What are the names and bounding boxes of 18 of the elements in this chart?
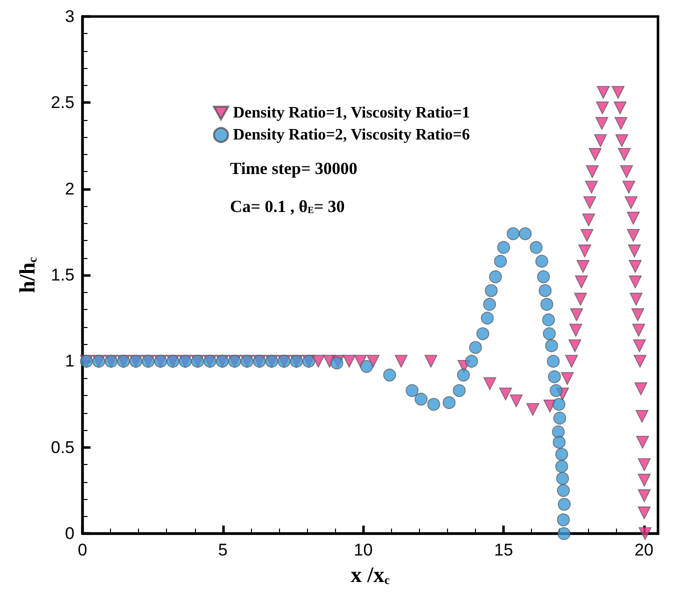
y-tick-label: 2.5 <box>50 93 74 112</box>
annotation: Time step= 30000 <box>230 159 358 178</box>
y-axis-title: h/hc <box>14 256 40 294</box>
y-tick-label: 1.5 <box>50 266 74 285</box>
x-axis-title: x /xc <box>350 562 390 587</box>
x-tick-label: 15 <box>494 540 514 560</box>
legend-label: Density Ratio=1, Viscosity Ratio=1 <box>233 104 470 122</box>
x-tick-label: 20 <box>634 540 654 560</box>
x-tick-label: 0 <box>78 540 88 560</box>
x-tick-label: 5 <box>218 540 228 560</box>
y-tick-label: 3 <box>65 7 74 26</box>
y-tick-label: 0.5 <box>50 438 74 457</box>
legend-label: Density Ratio=2, Viscosity Ratio=6 <box>233 126 470 144</box>
y-tick-label: 0 <box>65 524 74 544</box>
x-tick-label: 10 <box>354 540 373 560</box>
annotation: Ca= 0.1 , θE= 30 <box>230 197 345 216</box>
y-tick-label: 1 <box>65 352 74 371</box>
y-tick-label: 2 <box>65 179 74 198</box>
